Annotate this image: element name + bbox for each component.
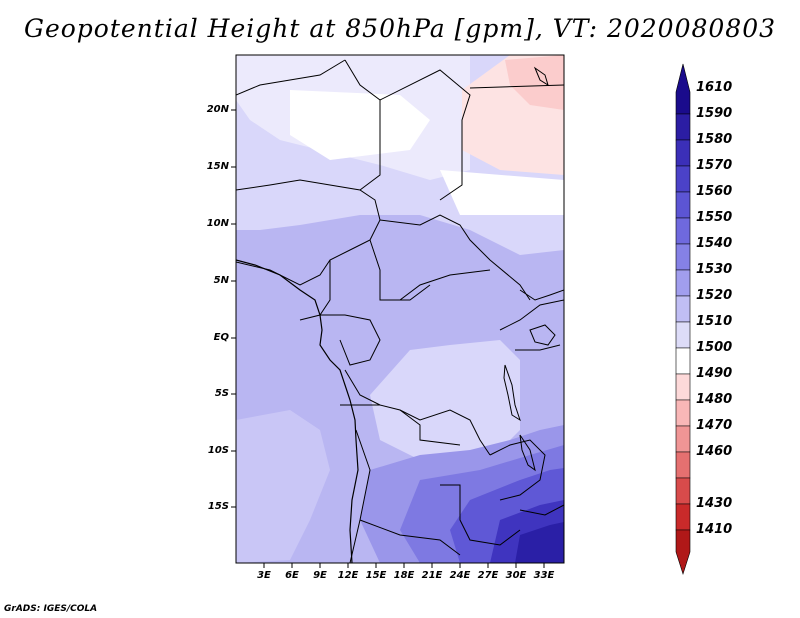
lon-label: 9E (313, 570, 327, 581)
colorbar-segment (675, 503, 691, 531)
colorbar-segment (675, 451, 691, 479)
map-title: Geopotential Height at 850hPa [gpm], VT:… (23, 14, 777, 43)
lon-ticks (263, 563, 545, 568)
colorbar-segment (675, 217, 691, 245)
height-field (236, 55, 564, 563)
footer-credit: GrADS: IGES/COLA (4, 604, 98, 614)
lat-label: 15N (206, 161, 229, 172)
lat-label: 10S (207, 445, 229, 456)
colorbar-label: 1560 (696, 184, 733, 199)
colorbar-segment (675, 529, 691, 575)
colorbar-segment (675, 347, 691, 375)
colorbar-segment (675, 63, 691, 115)
colorbar-label: 1520 (696, 288, 733, 303)
colorbar-segment (675, 399, 691, 427)
lat-label: 15S (207, 501, 229, 512)
lat-label: 10N (206, 218, 229, 229)
lon-label: 3E (257, 570, 271, 581)
colorbar-label: 1590 (696, 106, 733, 121)
colorbar-segment (675, 425, 691, 453)
colorbar-label: 1470 (696, 418, 733, 433)
lon-label: 33E (533, 570, 555, 581)
lon-label: 21E (421, 570, 443, 581)
colorbar-label: 1550 (696, 210, 733, 225)
colorbar-label: 1530 (696, 262, 733, 277)
colorbar-label: 1410 (696, 522, 733, 537)
lon-label: 15E (365, 570, 387, 581)
colorbar (675, 63, 691, 575)
colorbar-segment (675, 477, 691, 505)
colorbar-label: 1610 (696, 80, 733, 95)
colorbar-label: 1480 (696, 392, 733, 407)
colorbar-segment (675, 295, 691, 323)
colorbar-label: 1500 (696, 340, 733, 355)
lat-label: 5N (213, 275, 229, 286)
colorbar-segment (675, 191, 691, 219)
colorbar-label: 1430 (696, 496, 733, 511)
lon-label: 30E (505, 570, 527, 581)
colorbar-segment (675, 243, 691, 271)
country-borders (236, 59, 564, 563)
colorbar-segment (675, 139, 691, 167)
lon-label: 18E (393, 570, 415, 581)
lat-label: EQ (213, 332, 229, 343)
lat-ticks (231, 109, 236, 508)
colorbar-label: 1580 (696, 132, 733, 147)
colorbar-label: 1510 (696, 314, 733, 329)
colorbar-segment (675, 113, 691, 141)
colorbar-label: 1540 (696, 236, 733, 251)
lon-label: 6E (285, 570, 299, 581)
colorbar-label: 1570 (696, 158, 733, 173)
colorbar-segment (675, 269, 691, 297)
lon-label: 12E (337, 570, 359, 581)
map-frame (235, 54, 565, 564)
lat-label: 5S (214, 388, 229, 399)
lon-label: 24E (449, 570, 471, 581)
colorbar-segment (675, 165, 691, 193)
lon-label: 27E (477, 570, 499, 581)
lat-label: 20N (206, 104, 229, 115)
colorbar-segment (675, 373, 691, 401)
colorbar-label: 1460 (696, 444, 733, 459)
colorbar-label: 1490 (696, 366, 733, 381)
colorbar-segment (675, 321, 691, 349)
